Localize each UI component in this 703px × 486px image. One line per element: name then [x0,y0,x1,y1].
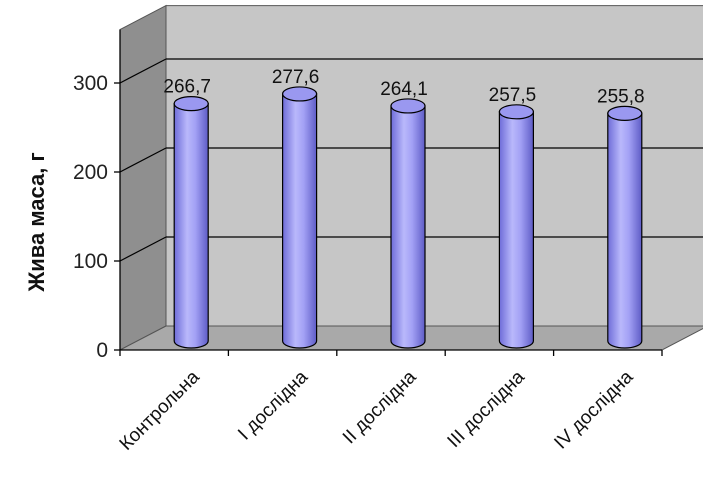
category-label: II дослідна [339,366,421,448]
data-label: 264,1 [380,79,428,100]
category-label: IV дослідна [550,366,637,453]
gridline-side [119,147,167,173]
bar-top [607,105,643,121]
bar-top [498,104,535,120]
bar-body [173,103,209,349]
gridline-side [119,236,167,262]
bar-3 [390,98,426,349]
y-tick-label: 100 [73,250,108,273]
bar-5 [607,105,643,349]
bar-top [390,98,426,114]
side-wall [119,4,167,351]
category-label: III дослідна [444,366,530,452]
data-label: 277,6 [272,67,320,88]
bar-2 [282,86,318,349]
bar-body [282,93,318,349]
bar-4 [498,104,535,349]
y-tick-label: 300 [73,72,108,95]
data-label: 255,8 [597,86,645,107]
bar-top [173,96,209,112]
y-tick-label: 200 [73,161,108,184]
bar-body [498,111,534,349]
bar-1 [173,96,209,349]
category-label: I дослідна [234,366,312,444]
bar-top [282,86,318,102]
category-label: Контрольна [116,366,204,454]
data-label: 257,5 [489,85,537,106]
y-axis-title: Жива маса, г [24,152,49,292]
bar-body [607,112,643,349]
bars [173,86,643,349]
data-label: 266,7 [163,77,211,98]
gridline-side [119,58,167,84]
bar-body [390,105,426,349]
y-tick-label: 0 [96,339,108,362]
axes: 0 100 200 300 [73,29,663,362]
